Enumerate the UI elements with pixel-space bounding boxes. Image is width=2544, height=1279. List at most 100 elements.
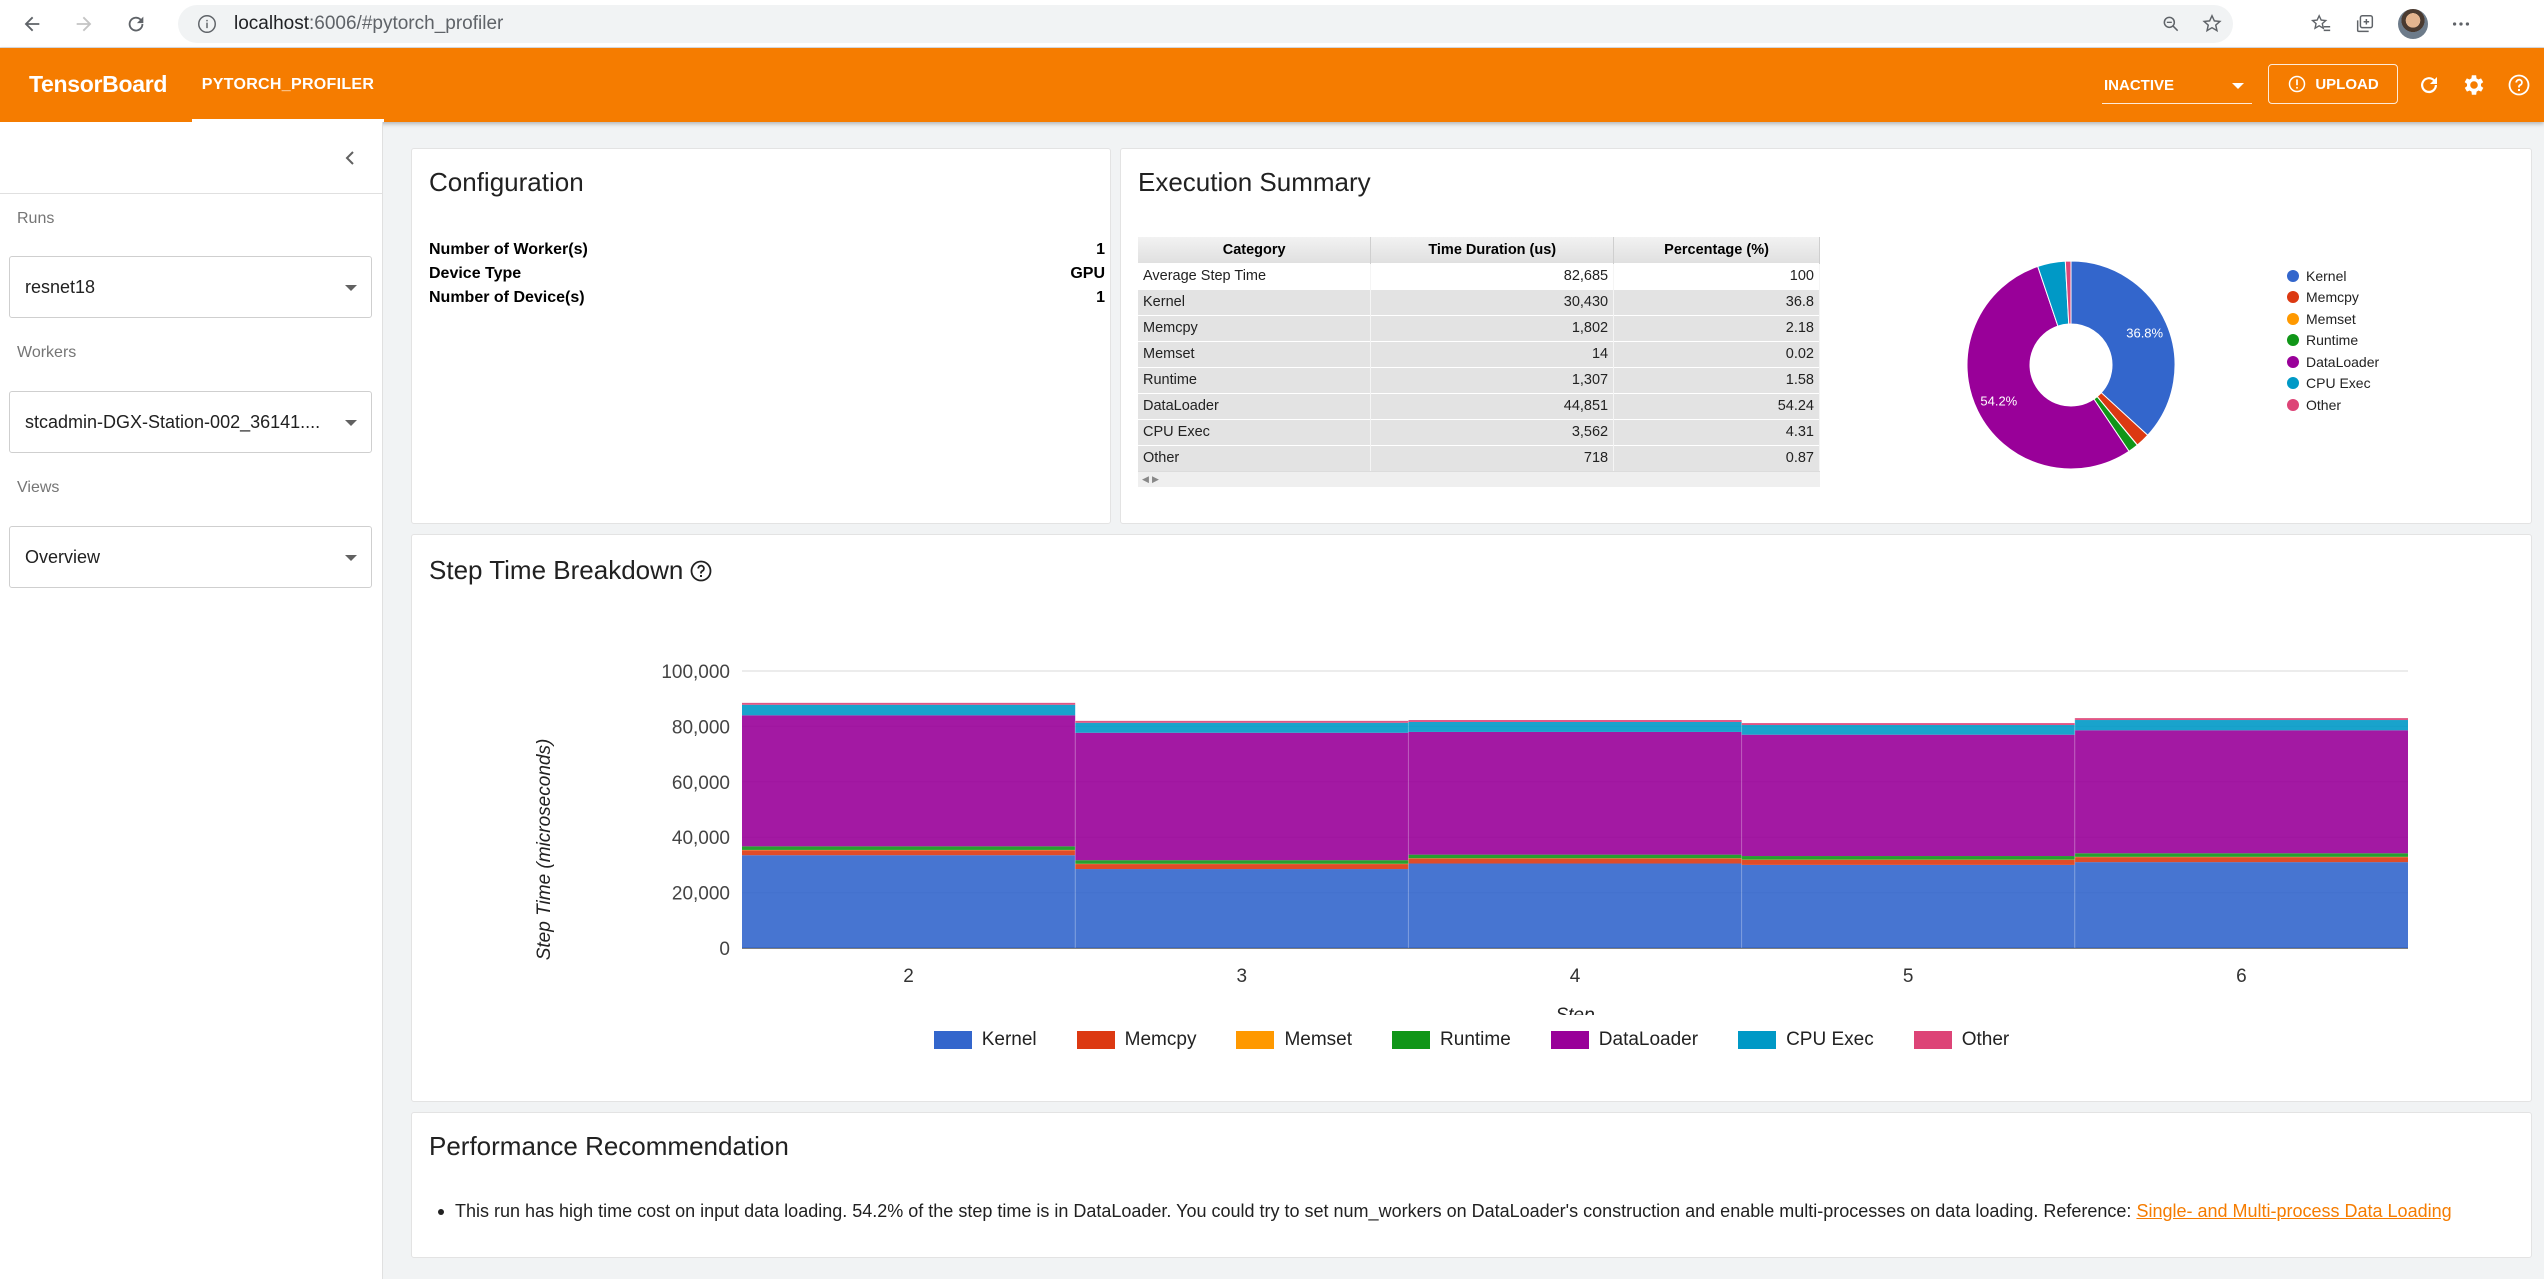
area-segment-cpu-exec[interactable] [742,704,1076,716]
zoom-icon[interactable] [2161,14,2181,34]
legend-label: Runtime [1440,1029,1511,1050]
back-icon[interactable] [12,4,52,44]
area-segment-runtime[interactable] [1741,856,2075,860]
legend-label: Other [2306,396,2342,413]
legend-item[interactable]: Memcpy [1076,1029,1196,1051]
area-segment-memcpy[interactable] [1741,859,2075,865]
legend-item[interactable]: Other [2287,394,2379,416]
tensorboard-logo[interactable]: TensorBoard [29,71,168,97]
column-header[interactable]: Time Duration (us) [1370,237,1615,263]
legend-swatch [1076,1031,1115,1049]
duration-cell: 1,307 [1370,366,1615,393]
area-segment-runtime[interactable] [2074,853,2408,857]
more-options-icon[interactable] [2450,13,2472,35]
area-segment-dataloader[interactable] [2074,730,2408,854]
data-loading-reference-link[interactable]: Single- and Multi-process Data Loading [2136,1201,2452,1221]
legend-item[interactable]: CPU Exec [1738,1029,1874,1051]
legend-item[interactable]: Runtime [2287,330,2379,352]
area-segment-memcpy[interactable] [1408,858,1742,864]
legend-item[interactable]: DataLoader [2287,351,2379,373]
legend-item[interactable]: Memset [2287,308,2379,330]
area-segment-memcpy[interactable] [2074,857,2408,863]
area-segment-cpu-exec[interactable] [1408,721,1742,732]
donut-slice-label: 54.2% [1980,394,2017,409]
upload-button[interactable]: UPLOAD [2268,64,2398,104]
donut-legend: Kernel Memcpy Memset Runtime DataLoader CPU E… [2287,265,2379,416]
duration-cell: 14 [1370,340,1615,367]
tab-pytorch-profiler[interactable]: PYTORCH_PROFILER [192,48,384,122]
donut-slice-kernel[interactable] [2070,260,2176,436]
area-segment-kernel[interactable] [1408,863,1742,948]
address-bar[interactable]: localhost:6006/#pytorch_profiler [178,5,2233,43]
area-segment-kernel[interactable] [2074,862,2408,948]
workers-select[interactable]: stcadmin-DGX-Station-002_36141.... [9,391,372,453]
legend-item[interactable]: Kernel [2287,265,2379,287]
help-icon[interactable] [2506,72,2532,98]
area-segment-other[interactable] [1075,720,1409,723]
area-segment-runtime[interactable] [742,846,1076,850]
donut-slice-dataloader[interactable] [1966,265,2130,470]
percentage-cell: 0.87 [1613,444,1820,471]
area-segment-other[interactable] [2074,718,2408,721]
plugin-status-select[interactable]: INACTIVE [2102,68,2252,104]
scroll-right-icon[interactable]: ▶ [1152,474,1159,484]
views-select[interactable]: Overview [9,526,372,588]
area-segment-kernel[interactable] [1075,869,1409,948]
legend-item[interactable]: Kernel [933,1029,1037,1051]
legend-item[interactable]: DataLoader [1550,1029,1698,1051]
column-header[interactable]: Category [1138,237,1372,263]
profile-avatar[interactable] [2398,9,2428,39]
area-segment-memcpy[interactable] [742,850,1076,856]
forward-icon[interactable] [64,4,104,44]
area-segment-runtime[interactable] [1075,860,1409,864]
area-segment-cpu-exec[interactable] [1741,725,2075,735]
active-tab-indicator [192,119,384,122]
scroll-left-icon[interactable]: ◀ [1142,474,1149,484]
table-horizontal-scrollbar[interactable]: ◀ ▶ [1138,471,1820,487]
area-segment-dataloader[interactable] [1741,734,2075,857]
area-segment-other[interactable] [1741,723,2075,726]
config-row-workers: Number of Worker(s) 1 [429,241,1105,259]
area-segment-memcpy[interactable] [1075,864,1409,870]
step-time-header: Step Time Breakdown [429,555,713,586]
area-segment-other[interactable] [1408,720,1742,722]
y-axis-title: Step Time (microseconds) [534,739,555,961]
legend-item[interactable]: Memset [1236,1029,1352,1051]
area-segment-kernel[interactable] [742,855,1076,948]
donut-slice-other[interactable] [2064,260,2072,325]
area-segment-cpu-exec[interactable] [2074,720,2408,731]
area-segment-cpu-exec[interactable] [1075,722,1409,733]
runs-select[interactable]: resnet18 [9,256,372,318]
legend-item[interactable]: Memcpy [2287,287,2379,309]
reload-icon[interactable] [116,4,156,44]
legend-item[interactable]: Other [1913,1029,2009,1051]
sidebar: Runs resnet18 Workers stcadmin-DGX-Stati… [0,122,383,1279]
info-icon[interactable] [196,13,218,35]
config-label: Number of Worker(s) [429,241,588,258]
legend-item[interactable]: CPU Exec [2287,373,2379,395]
category-cell: CPU Exec [1138,418,1372,445]
favorites-icon[interactable] [2310,13,2332,35]
y-tick-label: 80,000 [672,717,730,738]
area-segment-other[interactable] [742,702,1076,705]
collections-icon[interactable] [2354,13,2376,35]
help-icon[interactable] [689,559,713,583]
area-segment-dataloader[interactable] [1075,732,1409,861]
refresh-icon[interactable] [2416,72,2442,98]
category-cell: Other [1138,444,1372,471]
area-segment-runtime[interactable] [1408,854,1742,859]
area-segment-dataloader[interactable] [1408,731,1742,855]
percentage-cell: 36.8 [1613,288,1820,315]
area-segment-kernel[interactable] [1741,864,2075,948]
chevron-left-icon[interactable] [338,146,362,170]
duration-cell: 1,802 [1370,314,1615,341]
url-text: localhost:6006/#pytorch_profiler [234,13,504,34]
area-segment-dataloader[interactable] [742,715,1076,847]
legend-item[interactable]: Runtime [1392,1029,1511,1051]
gear-icon[interactable] [2461,72,2487,98]
bookmark-star-icon[interactable] [2201,13,2223,35]
legend-swatch [2287,312,2299,325]
column-header[interactable]: Percentage (%) [1613,237,1820,263]
y-tick-label: 100,000 [661,662,730,683]
config-value: 1 [1096,241,1105,258]
